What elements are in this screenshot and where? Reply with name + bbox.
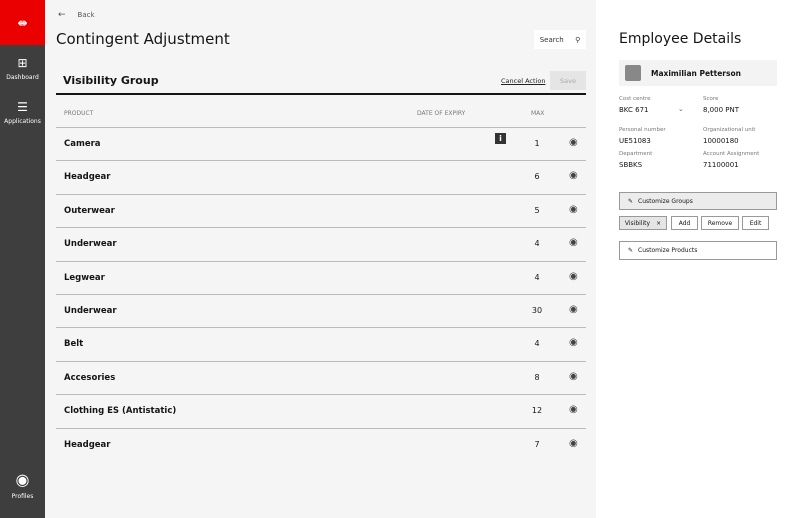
sidebar: ⇼ ⊞ Dashboard ☰ Applications ◉ Profiles [0,0,45,518]
product-name: Underwear [64,239,117,250]
eye-icon[interactable]: ◉ [569,337,578,349]
field-label: Cost centre [619,96,651,102]
search-button[interactable]: Search ⚲ [534,30,586,49]
field-value: 10000180 [703,137,739,145]
button-label: Customize Products [638,247,698,254]
logo[interactable]: ⇼ [0,0,45,45]
eye-icon[interactable]: ◉ [569,270,578,282]
main: ← Back Contingent Adjustment Search ⚲ Visi… [45,0,596,518]
back-label: Back [77,11,95,19]
panel-title: Employee Details [619,31,742,47]
max-value: 4 [534,272,540,282]
back-button[interactable]: ← Back [58,10,95,20]
eye-icon[interactable]: ◉ [569,170,578,182]
close-icon[interactable]: × [656,219,662,227]
field-value: 8,000 PNT [703,106,739,114]
sidebar-item-label: Profiles [11,493,34,500]
field-label: Department [619,151,653,157]
sidebar-item-dashboard[interactable]: ⊞ Dashboard [0,56,45,81]
product-name: Legwear [64,272,105,283]
edit-button[interactable]: Edit [742,216,769,230]
group-title: Visibility Group [63,74,159,87]
field-value: SBBKS [619,161,643,169]
table-row[interactable]: Underwear 30 ◉ [56,294,586,327]
product-name: Accesories [64,372,116,383]
table-row[interactable]: Clothing ES (Antistatic) 12 ◉ [56,394,586,427]
table-row[interactable]: Headgear 6 ◉ [56,160,586,193]
field-label: Organizational unit [703,127,756,133]
menu-icon: ☰ [17,100,28,114]
customize-groups-button[interactable]: ✎ Customize Groups [619,192,777,210]
employee-card: Maximilian Petterson [619,60,777,86]
eye-icon[interactable]: ◉ [569,370,578,382]
column-header-product: PRODUCT [64,110,94,117]
product-name: Underwear [64,306,117,316]
table-row[interactable]: Headgear 7 ◉ [56,427,586,461]
dashboard-icon: ⊞ [17,56,28,70]
button-label: Customize Groups [638,197,693,205]
product-name: Headgear [64,172,111,183]
add-button[interactable]: Add [671,216,698,230]
cost-centre-select[interactable]: BKC 671 [619,106,649,114]
sidebar-item-profiles[interactable]: ◉ Profiles [0,470,45,500]
max-value: 30 [531,306,543,315]
employee-name: Maximilian Petterson [651,68,741,78]
remove-button[interactable]: Remove [701,216,739,230]
employee-details-panel: Employee Details Maximilian Petterson Co… [596,0,800,518]
table-row[interactable]: Outerwear 5 ◉ [56,193,586,227]
product-name: Camera [64,139,101,149]
chevron-down-icon[interactable]: ⌄ [678,105,684,113]
field-value: UE51083 [619,137,651,145]
table-row[interactable]: Legwear 4 ◉ [56,260,586,294]
max-value: 8 [534,372,540,382]
table-row[interactable]: Belt 4 ◉ [56,327,586,360]
field-label: Score [703,96,719,102]
customize-products-button[interactable]: ✎ Customize Products [619,241,777,260]
cancel-action-link[interactable]: Cancel Action [501,77,546,85]
sidebar-item-label: Dashboard [6,74,39,81]
field-value: 71100001 [703,161,739,169]
table-row[interactable]: Accesories 8 ◉ [56,360,586,394]
chip-label: Visibility [624,219,651,227]
arrow-left-icon: ← [58,10,66,20]
eye-icon[interactable]: ◉ [569,304,578,315]
table-row[interactable]: Camera i 1 ◉ [56,127,586,160]
sidebar-item-label: Applications [4,118,41,125]
eye-icon[interactable]: ◉ [569,137,578,148]
max-value: 1 [534,139,540,148]
user-circle-icon: ◉ [15,470,30,489]
max-value: 6 [534,172,540,182]
product-name: Outerwear [64,205,115,216]
divider [56,93,586,95]
max-value: 12 [531,406,543,416]
max-value: 4 [534,339,540,349]
max-value: 5 [534,205,540,215]
search-label: Search [539,35,564,44]
save-button[interactable]: Save [550,71,586,90]
max-value: 7 [534,439,540,449]
eye-icon[interactable]: ◉ [569,203,578,215]
column-header-max: MAX [531,110,545,117]
page-title: Contingent Adjustment [56,30,230,48]
product-name: Belt [64,339,84,350]
visibility-chip: Visibility × [619,216,667,230]
product-name: Clothing ES (Antistatic) [64,406,177,417]
table-row[interactable]: Underwear 4 ◉ [56,227,586,260]
info-icon[interactable]: i [495,133,506,144]
search-icon: ⚲ [575,35,581,44]
eye-icon[interactable]: ◉ [569,237,578,249]
field-label: Account Assignment [703,151,760,157]
pencil-icon: ✎ [628,197,634,205]
eye-icon[interactable]: ◉ [569,404,578,416]
max-value: 4 [534,239,540,249]
field-label: Personal number [619,127,666,133]
column-header-expiry: DATE OF EXPIRY [417,110,466,117]
avatar [625,65,641,81]
eye-icon[interactable]: ◉ [569,437,578,449]
sidebar-item-applications[interactable]: ☰ Applications [0,100,45,125]
product-name: Headgear [64,439,111,450]
pencil-icon: ✎ [628,247,634,254]
